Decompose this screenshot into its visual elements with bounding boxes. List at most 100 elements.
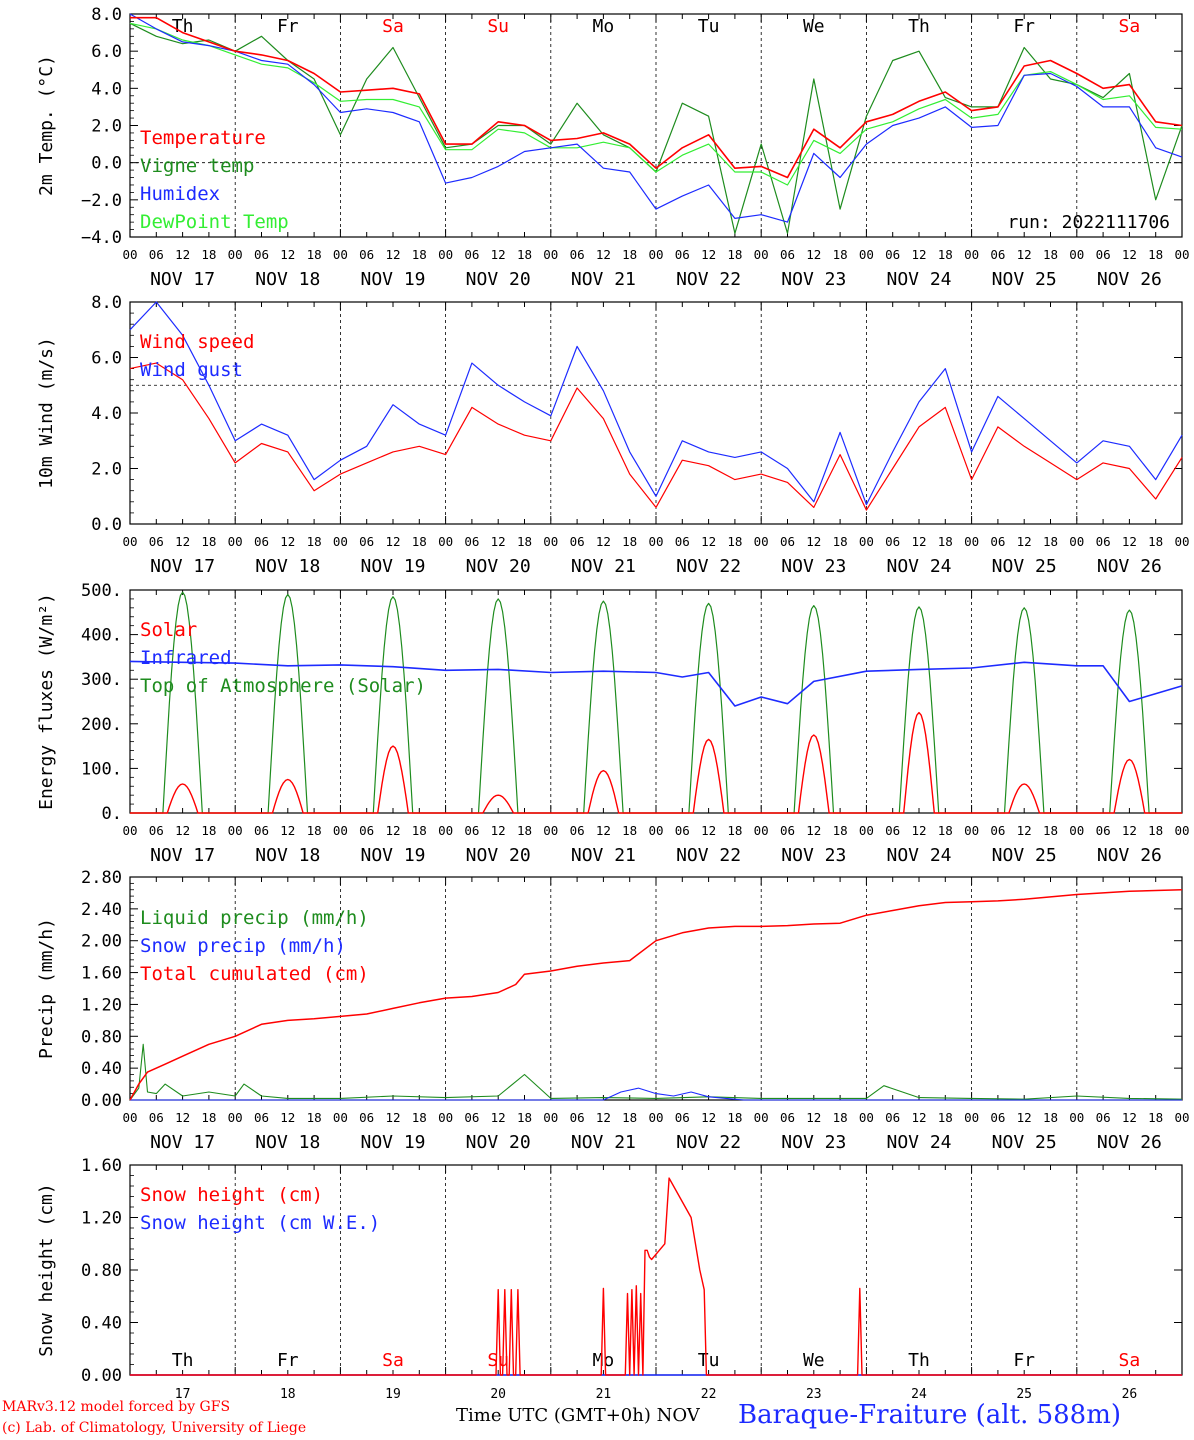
x-hour-label: 12 [491,247,506,262]
x-date-label: NOV 18 [255,556,320,577]
x-hour-label: 12 [491,823,506,838]
x-hour-label: 06 [780,534,795,549]
y-tick-label: 400. [81,626,122,646]
x-hour-label: 06 [1096,534,1111,549]
x-hour-label: 18 [1043,1110,1058,1125]
x-date-label: NOV 20 [466,845,531,866]
weekday-label: Th [908,1350,930,1371]
x-date-label: NOV 19 [360,1132,425,1153]
x-hour-label: 12 [911,247,926,262]
x-date-label: NOV 20 [466,1132,531,1153]
y-axis-title: 2m Temp. (°C) [36,55,57,196]
x-date-label: NOV 23 [781,269,846,290]
x-hour-label: 12 [1017,534,1032,549]
x-hour-label: 06 [780,247,795,262]
x-hour-label: 00 [964,823,979,838]
x-hour-label: 12 [491,1110,506,1125]
x-hour-label: 12 [701,534,716,549]
x-hour-label: 06 [780,823,795,838]
line-snow-height-cm- [130,1177,1182,1376]
x-hour-label: 18 [412,247,427,262]
x-hour-label: 18 [1148,247,1163,262]
x-hour-label: 06 [990,247,1005,262]
x-hour-label: 06 [675,1110,690,1125]
x-hour-label: 00 [1069,247,1084,262]
x-hour-label: 06 [675,823,690,838]
x-hour-label: 18 [517,534,532,549]
lab-credit: (c) Lab. of Climatology, University of L… [2,1420,307,1436]
legend-entry: Total cumulated (cm) [140,963,369,985]
x-hour-label: 06 [885,823,900,838]
x-hour-label: 12 [385,534,400,549]
x-hour-label: 06 [149,1110,164,1125]
x-hour-label: 00 [1069,823,1084,838]
x-date-label: NOV 21 [571,269,636,290]
x-date-label: NOV 21 [571,1132,636,1153]
legend-entry: Wind speed [140,331,254,353]
x-hour-label: 06 [570,1110,585,1125]
x-hour-label: 18 [201,823,216,838]
legend-entry: Snow precip (mm/h) [140,935,346,957]
x-hour-label: 18 [412,823,427,838]
x-hour-label: 12 [701,247,716,262]
y-tick-label: −4.0 [81,228,122,248]
day-number-label: 23 [806,1387,822,1402]
x-date-label: NOV 21 [571,845,636,866]
x-date-label: NOV 19 [360,269,425,290]
day-number-label: 22 [701,1387,717,1402]
x-hour-label: 06 [885,1110,900,1125]
y-tick-label: 0. [102,804,122,824]
x-hour-label: 00 [122,534,137,549]
y-tick-label: 2.00 [81,932,122,952]
x-hour-label: 06 [1096,247,1111,262]
weekday-label: Sa [1119,16,1141,37]
x-hour-label: 00 [1174,247,1189,262]
x-date-label: NOV 17 [150,556,215,577]
x-hour-label: 00 [228,823,243,838]
x-hour-label: 00 [754,247,769,262]
x-hour-label: 00 [754,534,769,549]
x-hour-label: 18 [727,534,742,549]
x-date-label: NOV 24 [886,1132,951,1153]
x-hour-label: 00 [1174,823,1189,838]
weekday-label: Th [908,16,930,37]
x-hour-label: 00 [333,534,348,549]
y-tick-label: 500. [81,581,122,601]
x-date-label: NOV 25 [992,845,1057,866]
y-tick-label: 0.00 [81,1366,122,1386]
x-date-label: NOV 25 [992,556,1057,577]
x-date-label: NOV 26 [1097,556,1162,577]
y-tick-label: 1.60 [81,1156,122,1176]
legend-entry: Solar [140,619,197,641]
legend-entry: Infrared [140,647,232,669]
x-date-label: NOV 19 [360,556,425,577]
weekday-label: Mo [593,1350,615,1371]
x-hour-label: 12 [806,1110,821,1125]
x-date-label: NOV 25 [992,1132,1057,1153]
x-hour-label: 00 [859,1110,874,1125]
x-hour-label: 18 [938,247,953,262]
x-hour-label: 00 [438,247,453,262]
legend-entry: Temperature [140,127,266,149]
x-hour-label: 12 [175,534,190,549]
x-hour-label: 12 [280,1110,295,1125]
x-hour-label: 06 [990,534,1005,549]
x-hour-label: 12 [1017,823,1032,838]
x-hour-label: 18 [938,1110,953,1125]
x-hour-label: 00 [1174,1110,1189,1125]
line-snow-precip-mm-h- [130,1087,1182,1101]
x-hour-label: 00 [438,1110,453,1125]
day-number-label: 25 [1016,1387,1032,1402]
x-date-label: NOV 22 [676,556,741,577]
weekday-label: Fr [1013,1350,1035,1371]
legend-entry: Vigne temp [140,155,254,177]
line-infrared [129,660,1183,707]
x-hour-label: 00 [1069,1110,1084,1125]
x-hour-label: 00 [228,1110,243,1125]
line-liquid-precip-mm-h- [129,1043,1183,1101]
x-hour-label: 06 [254,247,269,262]
x-hour-label: 12 [175,1110,190,1125]
weekday-label: Fr [277,1350,299,1371]
y-tick-label: 8.0 [91,5,122,25]
x-hour-label: 18 [833,534,848,549]
